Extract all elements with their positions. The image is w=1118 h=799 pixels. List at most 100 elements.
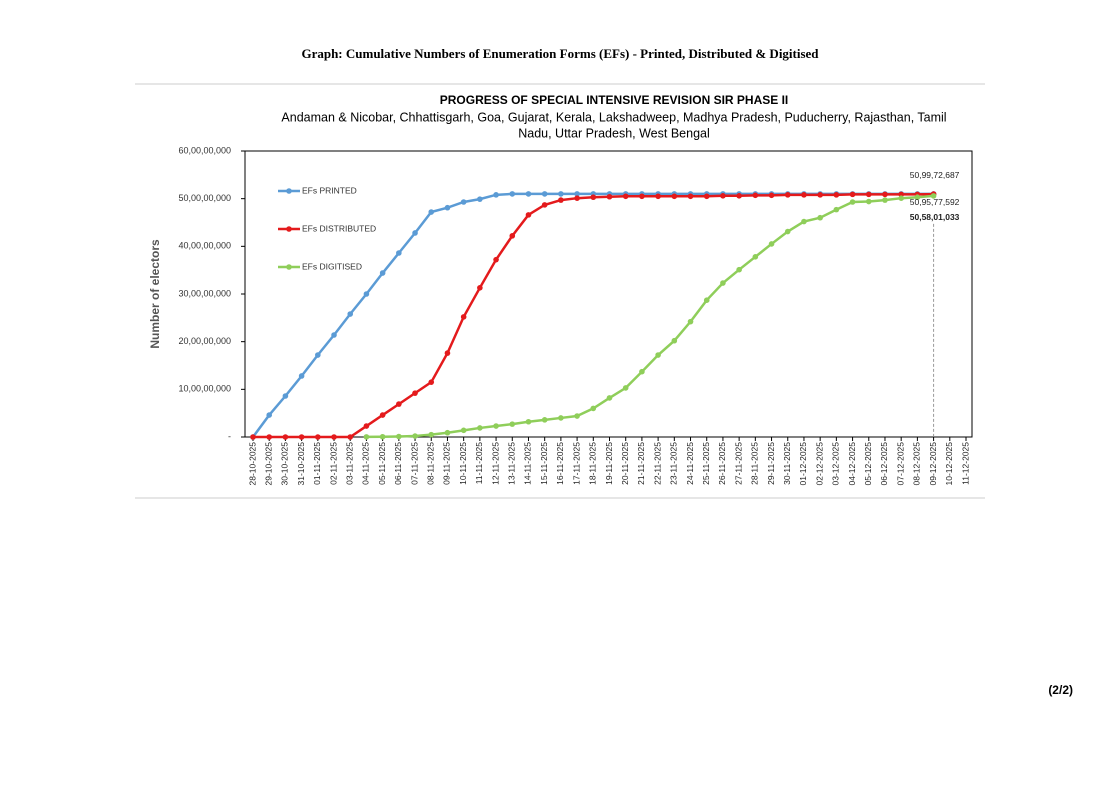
x-tick-label: 20-11-2025 xyxy=(620,442,630,485)
data-point xyxy=(784,228,791,235)
x-tick-label: 30-10-2025 xyxy=(280,442,290,486)
data-point xyxy=(493,192,499,198)
data-point xyxy=(849,199,856,205)
y-tick-label: 20,00,00,000 xyxy=(178,336,231,346)
data-point xyxy=(379,433,386,440)
data-point xyxy=(898,195,904,201)
x-tick-label: 31-10-2025 xyxy=(296,442,306,486)
x-tick-label: 06-12-2025 xyxy=(879,442,889,486)
data-point xyxy=(574,191,580,197)
data-point xyxy=(363,291,370,297)
data-point xyxy=(768,192,775,199)
data-point xyxy=(460,199,467,205)
data-point xyxy=(396,401,402,407)
data-point xyxy=(833,206,840,213)
data-point xyxy=(509,191,516,197)
data-point xyxy=(509,421,516,427)
data-point xyxy=(477,425,483,431)
data-point xyxy=(606,395,613,401)
data-point xyxy=(849,191,856,198)
data-point xyxy=(282,393,289,399)
series-line xyxy=(366,194,934,439)
data-point xyxy=(882,191,888,198)
data-point xyxy=(622,385,629,391)
x-tick-label: 02-12-2025 xyxy=(814,442,824,486)
x-tick-label: 01-12-2025 xyxy=(798,442,808,486)
x-tick-label: 01-11-2025 xyxy=(312,442,322,485)
data-point xyxy=(347,311,354,317)
y-axis-label: Number of electors xyxy=(148,239,162,349)
y-tick-label: 50,00,00,000 xyxy=(178,193,231,203)
data-point xyxy=(768,241,775,247)
x-tick-label: 08-12-2025 xyxy=(912,442,922,486)
x-tick-label: 12-11-2025 xyxy=(490,442,500,485)
chart-title: PROGRESS OF SPECIAL INTENSIVE REVISION S… xyxy=(440,93,789,107)
data-point xyxy=(428,379,435,385)
data-point xyxy=(865,198,872,205)
legend-label: EFs PRINTED xyxy=(302,185,357,195)
page-number: (2/2) xyxy=(1048,683,1073,697)
x-tick-label: 15-11-2025 xyxy=(539,442,549,485)
data-point xyxy=(363,434,370,440)
x-tick-label: 03-11-2025 xyxy=(344,442,354,485)
data-point xyxy=(801,218,807,225)
data-point xyxy=(315,352,321,358)
page-title: Graph: Cumulative Numbers of Enumeration… xyxy=(301,46,819,61)
x-tick-label: 30-11-2025 xyxy=(782,442,792,485)
x-tick-label: 16-11-2025 xyxy=(555,442,565,485)
x-tick-label: 07-12-2025 xyxy=(895,442,905,486)
data-point xyxy=(509,233,516,239)
data-point xyxy=(250,434,256,440)
data-point xyxy=(882,197,888,203)
data-point xyxy=(606,193,613,200)
data-point xyxy=(720,280,726,286)
x-tick-label: 26-11-2025 xyxy=(717,442,727,485)
data-point xyxy=(444,350,451,356)
chart-subtitle: Nadu, Uttar Pradesh, West Bengal xyxy=(518,126,710,140)
x-tick-label: 07-11-2025 xyxy=(409,442,419,485)
data-point xyxy=(379,412,386,418)
y-tick-label: 60,00,00,000 xyxy=(178,145,231,155)
data-point xyxy=(574,195,580,201)
x-tick-label: 03-12-2025 xyxy=(831,442,841,486)
legend-marker xyxy=(286,188,292,194)
x-tick-label: 04-12-2025 xyxy=(847,442,857,486)
data-point xyxy=(477,285,483,291)
y-tick-label: 40,00,00,000 xyxy=(178,241,231,251)
x-tick-label: 06-11-2025 xyxy=(393,442,403,485)
legend-label: EFs DISTRIBUTED xyxy=(302,223,376,233)
data-point xyxy=(687,318,694,325)
data-point xyxy=(655,193,661,200)
x-tick-label: 18-11-2025 xyxy=(588,442,598,485)
data-point xyxy=(752,192,759,199)
y-tick-label: - xyxy=(228,431,231,441)
legend-label: EFs DIGITISED xyxy=(302,261,362,271)
data-point xyxy=(428,431,435,438)
x-tick-label: 28-10-2025 xyxy=(247,442,257,486)
y-tick-label: 30,00,00,000 xyxy=(178,288,231,298)
x-tick-label: 11-12-2025 xyxy=(960,442,970,485)
x-tick-label: 29-10-2025 xyxy=(263,442,273,486)
x-tick-label: 29-11-2025 xyxy=(766,442,776,485)
data-point xyxy=(396,250,402,256)
data-point xyxy=(460,314,467,320)
x-tick-label: 25-11-2025 xyxy=(701,442,711,485)
data-point xyxy=(444,204,451,211)
data-point xyxy=(541,417,548,423)
data-point xyxy=(736,193,742,199)
data-point xyxy=(266,412,273,418)
data-point xyxy=(833,192,840,198)
data-point xyxy=(671,193,678,200)
x-tick-label: 17-11-2025 xyxy=(571,442,581,485)
x-tick-label: 14-11-2025 xyxy=(523,442,533,485)
x-tick-label: 19-11-2025 xyxy=(604,442,614,485)
data-point xyxy=(525,212,532,218)
x-tick-label: 05-11-2025 xyxy=(377,442,387,485)
x-tick-label: 22-11-2025 xyxy=(652,442,662,485)
data-point xyxy=(639,193,645,200)
legend-marker xyxy=(286,226,292,232)
data-label: 50,95,77,592 xyxy=(910,197,960,207)
data-label: 50,99,72,687 xyxy=(910,170,960,180)
data-point xyxy=(331,332,337,338)
